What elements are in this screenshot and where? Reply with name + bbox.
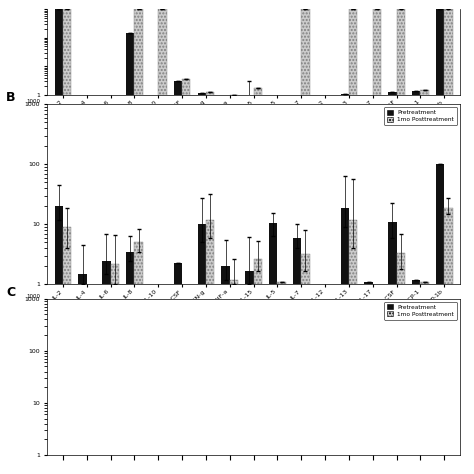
Bar (365, 103, 373, 474)
Bar (444, 9, 453, 474)
Legend: Pretreatment, 1mo Posttreatment: Pretreatment, 1mo Posttreatment (384, 107, 457, 125)
Bar (126, 252, 135, 474)
Bar (158, 287, 166, 474)
Bar (301, 9, 310, 474)
Bar (349, 9, 357, 474)
Text: 1000: 1000 (27, 293, 41, 299)
Bar (206, 219, 214, 474)
Bar (397, 253, 405, 474)
Bar (102, 103, 110, 474)
Bar (150, 103, 158, 474)
Bar (397, 9, 405, 474)
Bar (150, 287, 158, 474)
Bar (158, 9, 166, 474)
Bar (388, 222, 397, 474)
Bar (254, 258, 262, 474)
Bar (102, 261, 110, 474)
Bar (135, 242, 143, 474)
Bar (341, 94, 349, 474)
Bar (325, 287, 333, 474)
Bar (245, 103, 254, 474)
Bar (293, 237, 301, 474)
Bar (444, 208, 453, 474)
Legend: Pretreatment, 1mo Posttreatment: Pretreatment, 1mo Posttreatment (384, 301, 457, 319)
Bar (412, 91, 420, 474)
Bar (341, 208, 349, 474)
Bar (325, 103, 333, 474)
Bar (277, 103, 286, 474)
Bar (198, 224, 206, 474)
Bar (78, 274, 87, 474)
Bar (174, 263, 182, 474)
Bar (293, 103, 301, 474)
Bar (182, 79, 191, 474)
Bar (436, 164, 444, 474)
Bar (87, 287, 95, 474)
Bar (317, 103, 325, 474)
Bar (126, 33, 135, 474)
Bar (349, 219, 357, 474)
Bar (254, 88, 262, 474)
Text: C: C (6, 286, 15, 299)
Bar (182, 287, 191, 474)
Bar (87, 103, 95, 474)
Bar (206, 91, 214, 474)
Bar (110, 264, 119, 474)
Bar (388, 91, 397, 474)
Bar (55, 9, 63, 474)
Bar (365, 282, 373, 474)
Bar (221, 266, 230, 474)
Text: 1000: 1000 (27, 99, 41, 104)
Bar (269, 103, 277, 474)
Bar (412, 280, 420, 474)
Bar (63, 227, 71, 474)
Bar (277, 282, 286, 474)
Bar (135, 9, 143, 474)
Bar (436, 9, 444, 474)
Bar (230, 95, 238, 474)
Bar (373, 9, 381, 474)
Bar (198, 92, 206, 474)
Bar (301, 254, 310, 474)
Text: B: B (6, 91, 16, 104)
Bar (63, 9, 71, 474)
Bar (230, 280, 238, 474)
Bar (174, 81, 182, 474)
Bar (55, 206, 63, 474)
Bar (78, 103, 87, 474)
Bar (221, 103, 230, 474)
Bar (245, 271, 254, 474)
Bar (269, 223, 277, 474)
Bar (420, 282, 429, 474)
Bar (110, 103, 119, 474)
Bar (317, 287, 325, 474)
Bar (420, 90, 429, 474)
Bar (373, 287, 381, 474)
